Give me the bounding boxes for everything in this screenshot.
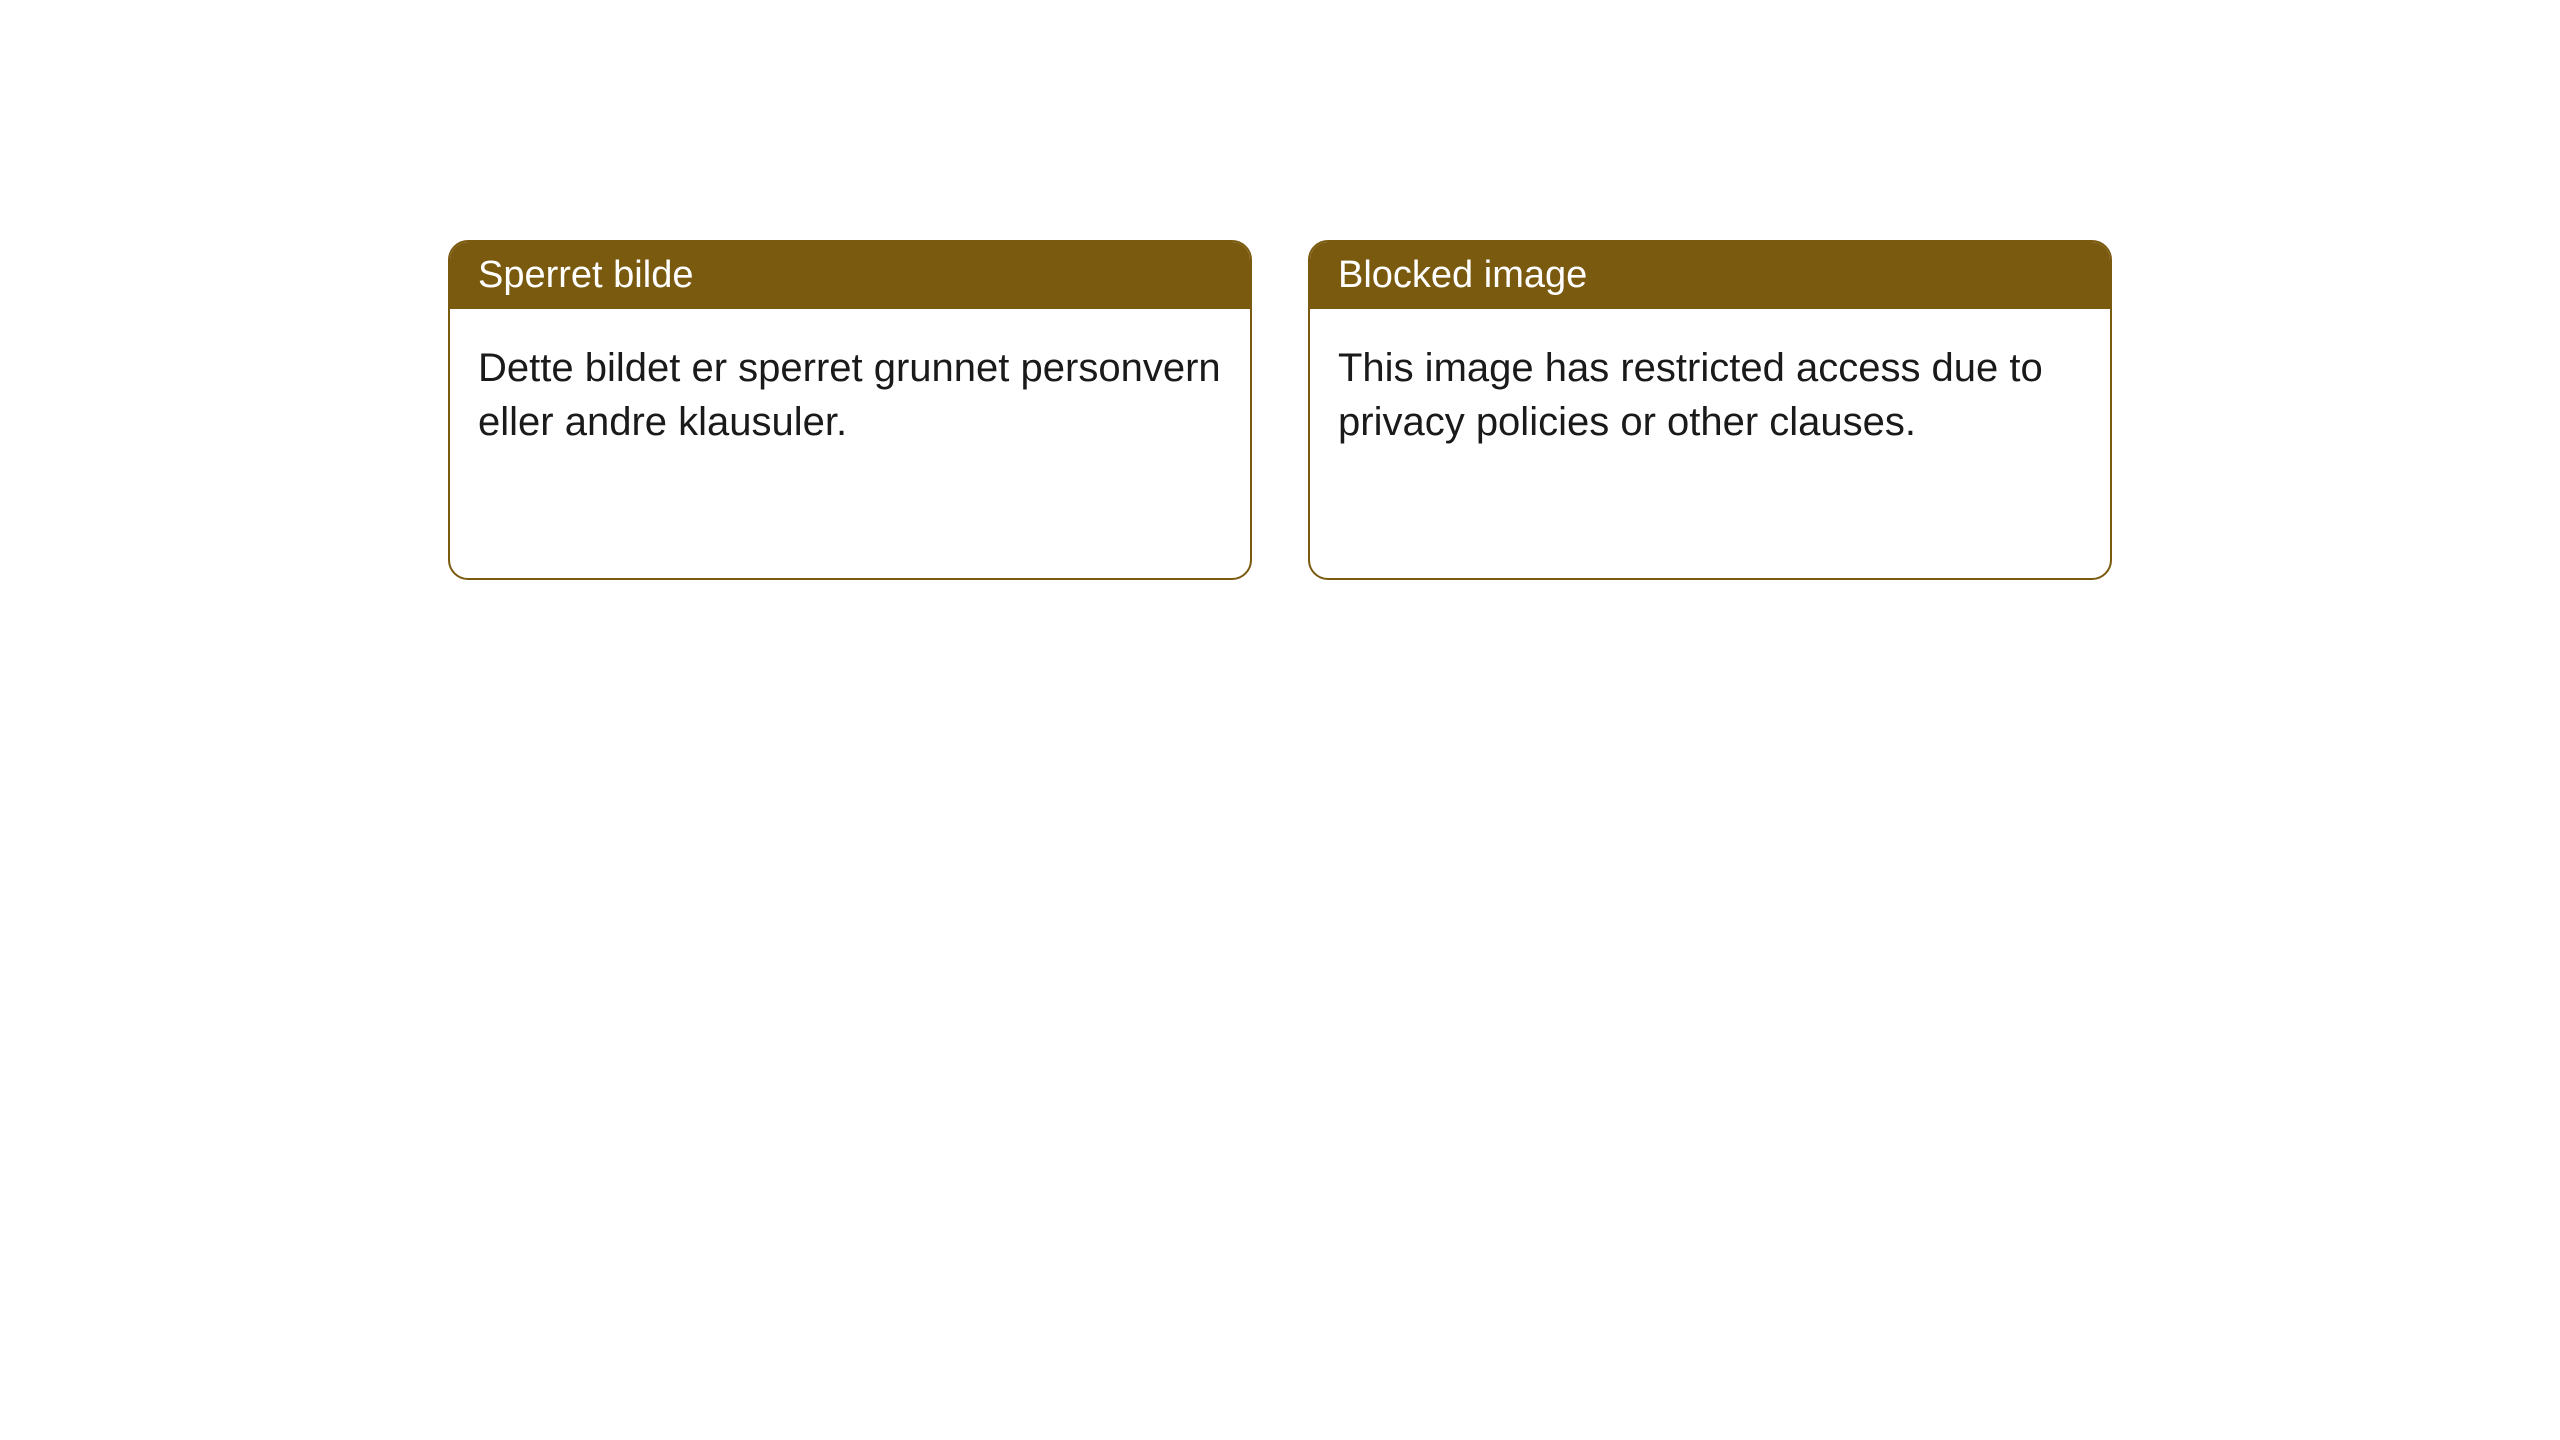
notice-card-en: Blocked image This image has restricted …	[1308, 240, 2112, 580]
notice-card-text: Dette bildet er sperret grunnet personve…	[478, 346, 1221, 444]
notice-card-header: Blocked image	[1310, 242, 2110, 309]
notice-card-text: This image has restricted access due to …	[1338, 346, 2043, 444]
notice-card-header: Sperret bilde	[450, 242, 1250, 309]
notice-card-body: Dette bildet er sperret grunnet personve…	[450, 309, 1250, 481]
notice-card-no: Sperret bilde Dette bildet er sperret gr…	[448, 240, 1252, 580]
notice-card-title: Blocked image	[1338, 254, 1587, 296]
notice-cards-container: Sperret bilde Dette bildet er sperret gr…	[448, 240, 2112, 580]
notice-card-title: Sperret bilde	[478, 254, 693, 296]
notice-card-body: This image has restricted access due to …	[1310, 309, 2110, 481]
